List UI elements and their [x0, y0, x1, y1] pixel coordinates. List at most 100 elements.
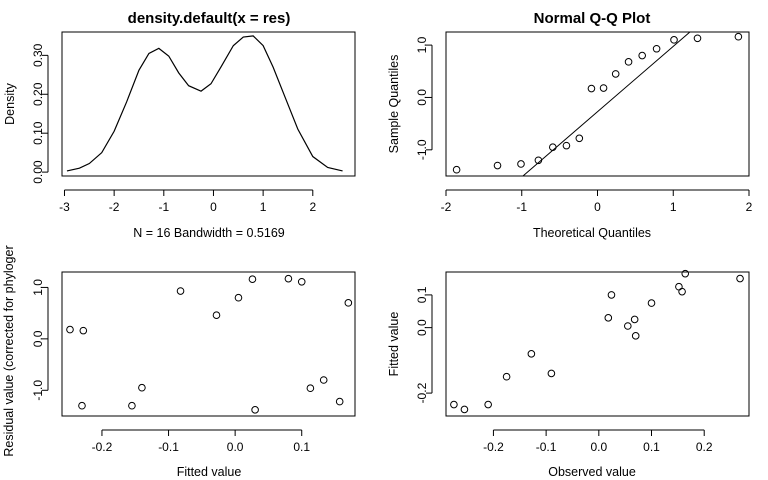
qq-point — [611, 70, 620, 78]
qq-point — [452, 165, 461, 174]
residual-x-tick-label: -0.1 — [158, 440, 179, 454]
qq-x-tick-label: 0 — [594, 200, 601, 214]
qq-x-tick-label: -1 — [516, 200, 527, 214]
residual-ylabel: Residual value (corrected for phyloger — [2, 245, 16, 456]
fitted-x-tick-label: -0.2 — [483, 440, 504, 454]
qq-point — [575, 134, 584, 143]
residual-point — [138, 383, 146, 392]
fitted-point — [607, 291, 616, 299]
residual-plot-box — [61, 271, 356, 417]
residual-panel: Fitted value Residual value (corrected f… — [2, 245, 356, 479]
qq-point — [734, 32, 743, 41]
qq-reference-line — [522, 32, 691, 176]
fitted-plot-box — [445, 271, 750, 417]
fitted-y-tick-label: 0.1 — [415, 286, 429, 303]
qq-point — [517, 160, 525, 168]
residual-x-tick-label: -0.2 — [92, 440, 113, 454]
fitted-x-tick-label: 0.1 — [643, 440, 660, 454]
residual-point — [248, 275, 257, 284]
qq-panel: Normal Q-Q Plot Theoretical Quantiles Sa… — [387, 10, 753, 240]
qq-x-tick-label: 2 — [746, 200, 753, 214]
density-x-tick-label: -1 — [158, 200, 169, 214]
density-plot-box — [61, 31, 356, 177]
residual-y-tick-label: -1.0 — [31, 380, 45, 401]
residual-x-tick-label: 0.1 — [293, 440, 310, 454]
density-x-tick-label: 1 — [260, 200, 267, 214]
density-x-tick-label: 0 — [210, 200, 217, 214]
fitted-point — [502, 372, 511, 381]
fitted-point — [630, 315, 639, 324]
density-y-tick-label: 0.30 — [31, 43, 45, 67]
qq-point — [624, 58, 633, 66]
fitted-point — [624, 322, 632, 330]
residual-point — [344, 299, 353, 307]
fitted-point — [678, 287, 686, 296]
fitted-point — [681, 269, 690, 278]
fitted-x-tick-label: -0.1 — [536, 440, 557, 454]
qq-point — [652, 44, 661, 53]
qq-xlabel: Theoretical Quantiles — [533, 226, 651, 240]
density-panel: density.default(x = res) N = 16 Bandwidt… — [3, 10, 356, 240]
density-y-tick-label: 0.10 — [31, 121, 45, 145]
qq-point — [693, 34, 702, 43]
density-y-tick-label: 0.00 — [31, 160, 45, 184]
qq-point — [493, 161, 502, 170]
residual-point — [319, 376, 328, 384]
density-y-tick-label: 0.20 — [31, 82, 45, 106]
density-curve — [66, 35, 343, 172]
fitted-point — [631, 332, 640, 340]
qq-plot-box — [445, 31, 750, 177]
qq-title: Normal Q-Q Plot — [534, 10, 651, 27]
fitted-x-tick-label: 0.0 — [590, 440, 607, 454]
residual-point — [335, 397, 344, 406]
fitted-xlabel: Observed value — [548, 465, 636, 479]
qq-x-tick-label: -2 — [441, 200, 452, 214]
residual-point — [297, 277, 306, 286]
fitted-x-tick-label: 0.2 — [696, 440, 713, 454]
fitted-point — [604, 314, 613, 322]
qq-point — [638, 51, 646, 60]
density-x-tick-label: -3 — [59, 200, 70, 214]
qq-x-tick-label: 1 — [670, 200, 677, 214]
fitted-point — [450, 400, 458, 409]
residual-point — [176, 287, 185, 295]
qq-ylabel: Sample Quantiles — [387, 55, 401, 154]
fitted-point — [527, 350, 536, 358]
residual-point — [284, 274, 293, 283]
density-x-tick-label: -2 — [109, 200, 120, 214]
residual-point — [66, 325, 74, 334]
density-title: density.default(x = res) — [128, 10, 291, 27]
density-xlabel: N = 16 Bandwidth = 0.5169 — [133, 226, 285, 240]
qq-point — [587, 84, 596, 93]
qq-y-tick-label: 0.0 — [415, 89, 429, 106]
density-x-tick-label: 2 — [309, 200, 316, 214]
fitted-y-tick-label: 0.0 — [415, 319, 429, 336]
residual-point — [306, 384, 315, 393]
residual-point — [78, 401, 86, 410]
residual-point — [128, 401, 136, 410]
residual-point — [234, 293, 243, 302]
residual-point — [79, 326, 88, 335]
residual-point — [251, 406, 259, 414]
fitted-point — [736, 274, 744, 283]
qq-y-tick-label: -1.0 — [415, 139, 429, 160]
fitted-ylabel: Fitted value — [387, 312, 401, 377]
density-ylabel: Density — [3, 82, 17, 124]
fitted-point — [484, 400, 492, 409]
residual-y-tick-label: 1.0 — [31, 279, 45, 296]
fitted-panel: Observed value Fitted value -0.2 -0.1 0.0 0… — [387, 269, 750, 479]
fitted-point — [460, 405, 469, 414]
fitted-point — [647, 299, 656, 307]
qq-point — [534, 156, 543, 165]
qq-point — [549, 143, 557, 151]
qq-point — [562, 141, 571, 150]
qq-y-tick-label: 1.0 — [415, 36, 429, 53]
qq-point — [599, 84, 608, 92]
qq-point — [670, 36, 678, 44]
fitted-point — [547, 369, 556, 378]
residual-y-tick-label: 0.0 — [31, 330, 45, 347]
residual-xlabel: Fitted value — [177, 465, 242, 479]
residual-point — [212, 311, 221, 320]
